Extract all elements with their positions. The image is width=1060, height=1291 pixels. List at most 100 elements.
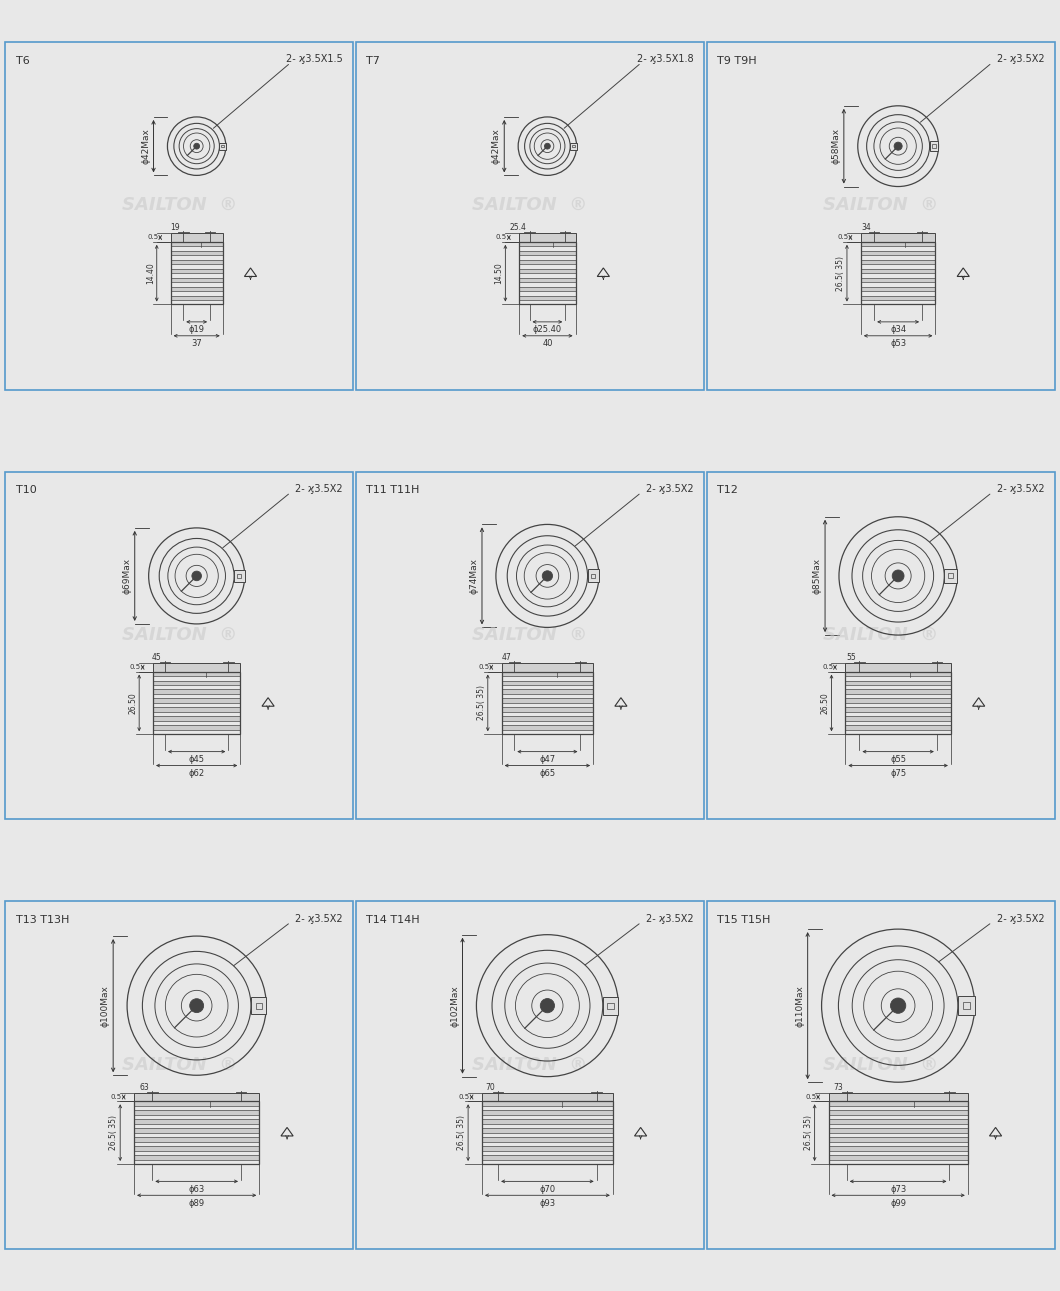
Bar bbox=[482, 1146, 613, 1150]
Text: ϕ75: ϕ75 bbox=[890, 769, 906, 778]
Bar bbox=[846, 702, 951, 707]
Text: ϕ34: ϕ34 bbox=[890, 325, 906, 334]
Bar bbox=[829, 1106, 968, 1110]
Bar bbox=[519, 256, 576, 259]
Bar bbox=[861, 296, 935, 300]
Text: 0.5: 0.5 bbox=[823, 665, 833, 670]
Text: 0.5: 0.5 bbox=[478, 665, 490, 670]
Text: T13 T13H: T13 T13H bbox=[16, 915, 69, 926]
Text: 0.5: 0.5 bbox=[147, 235, 159, 240]
Bar bbox=[153, 698, 241, 702]
Text: SAILTON  ®: SAILTON ® bbox=[122, 626, 236, 644]
Circle shape bbox=[894, 142, 902, 150]
Text: 2- ϗ3.5X2: 2- ϗ3.5X2 bbox=[646, 914, 693, 923]
Bar bbox=[519, 283, 576, 287]
Bar bbox=[171, 256, 223, 259]
Bar bbox=[501, 698, 594, 702]
Bar bbox=[829, 1101, 968, 1164]
Bar bbox=[501, 702, 594, 707]
Bar bbox=[519, 259, 576, 265]
Bar bbox=[153, 711, 241, 717]
Bar bbox=[829, 1128, 968, 1132]
Text: T9 T9H: T9 T9H bbox=[718, 56, 757, 66]
Text: 2- ϗ3.5X2: 2- ϗ3.5X2 bbox=[646, 484, 693, 494]
Bar bbox=[846, 671, 951, 735]
Bar bbox=[846, 720, 951, 726]
Bar bbox=[255, 1003, 262, 1008]
Text: ϕ65: ϕ65 bbox=[540, 769, 555, 778]
Text: 2- ϗ3.5X1.8: 2- ϗ3.5X1.8 bbox=[637, 54, 693, 65]
Bar bbox=[153, 680, 241, 686]
Bar bbox=[153, 707, 241, 711]
Text: 2- ϗ3.5X2: 2- ϗ3.5X2 bbox=[295, 484, 342, 494]
Text: 2- ϗ3.5X2: 2- ϗ3.5X2 bbox=[295, 914, 342, 923]
Bar bbox=[948, 573, 953, 578]
Text: SAILTON  ®: SAILTON ® bbox=[824, 196, 938, 214]
Bar bbox=[846, 689, 951, 695]
Text: T7: T7 bbox=[367, 56, 381, 66]
Bar bbox=[482, 1092, 613, 1101]
Bar bbox=[482, 1150, 613, 1155]
Bar bbox=[501, 707, 594, 711]
Bar bbox=[829, 1137, 968, 1141]
Text: ϕ42Max: ϕ42Max bbox=[492, 128, 500, 164]
Bar bbox=[829, 1092, 968, 1101]
Text: ϕ69Max: ϕ69Max bbox=[122, 558, 131, 594]
Bar bbox=[171, 259, 223, 265]
Bar bbox=[829, 1119, 968, 1123]
Bar bbox=[829, 1123, 968, 1128]
Text: 26.5( 35): 26.5( 35) bbox=[803, 1115, 813, 1150]
Bar bbox=[171, 287, 223, 290]
Bar bbox=[135, 1092, 260, 1101]
Text: ϕ100Max: ϕ100Max bbox=[101, 985, 109, 1026]
Text: SAILTON  ®: SAILTON ® bbox=[824, 626, 938, 644]
Bar bbox=[482, 1123, 613, 1128]
Bar bbox=[519, 234, 576, 241]
Text: T14 T14H: T14 T14H bbox=[367, 915, 420, 926]
Text: ϕ93: ϕ93 bbox=[540, 1199, 555, 1208]
Bar bbox=[846, 686, 951, 689]
Bar bbox=[861, 274, 935, 278]
Bar bbox=[829, 1101, 968, 1106]
Text: 19: 19 bbox=[171, 223, 180, 232]
Text: 55: 55 bbox=[846, 653, 856, 662]
Bar bbox=[222, 145, 224, 147]
Text: 26.50: 26.50 bbox=[820, 692, 830, 714]
Text: 40: 40 bbox=[542, 340, 552, 349]
Bar bbox=[153, 695, 241, 698]
Bar bbox=[153, 671, 241, 735]
Text: 2- ϗ3.5X1.5: 2- ϗ3.5X1.5 bbox=[286, 54, 342, 65]
Bar bbox=[135, 1137, 260, 1141]
Bar bbox=[519, 265, 576, 269]
Text: 2- ϗ3.5X2: 2- ϗ3.5X2 bbox=[996, 484, 1044, 494]
Bar bbox=[135, 1150, 260, 1155]
Bar bbox=[501, 711, 594, 717]
Text: 26.5( 35): 26.5( 35) bbox=[457, 1115, 466, 1150]
Text: 0.5: 0.5 bbox=[806, 1093, 816, 1100]
Bar bbox=[135, 1146, 260, 1150]
Circle shape bbox=[541, 998, 554, 1012]
Bar bbox=[829, 1146, 968, 1150]
Text: ϕ62: ϕ62 bbox=[189, 769, 205, 778]
Text: ϕ89: ϕ89 bbox=[189, 1199, 205, 1208]
Bar bbox=[519, 269, 576, 274]
Text: SAILTON  ®: SAILTON ® bbox=[122, 196, 236, 214]
Text: 26.5( 35): 26.5( 35) bbox=[109, 1115, 119, 1150]
Bar bbox=[861, 287, 935, 290]
Bar bbox=[171, 265, 223, 269]
Bar bbox=[171, 283, 223, 287]
Bar bbox=[153, 676, 241, 680]
Circle shape bbox=[190, 999, 204, 1012]
Bar bbox=[135, 1141, 260, 1146]
Bar bbox=[846, 698, 951, 702]
Bar bbox=[501, 662, 594, 671]
Text: ϕ70: ϕ70 bbox=[540, 1185, 555, 1194]
Text: 14.50: 14.50 bbox=[495, 262, 504, 284]
Bar bbox=[171, 274, 223, 278]
Bar bbox=[171, 296, 223, 300]
Bar bbox=[482, 1110, 613, 1114]
Text: T6: T6 bbox=[16, 56, 30, 66]
Bar bbox=[135, 1119, 260, 1123]
Circle shape bbox=[545, 143, 550, 148]
Bar bbox=[846, 676, 951, 680]
